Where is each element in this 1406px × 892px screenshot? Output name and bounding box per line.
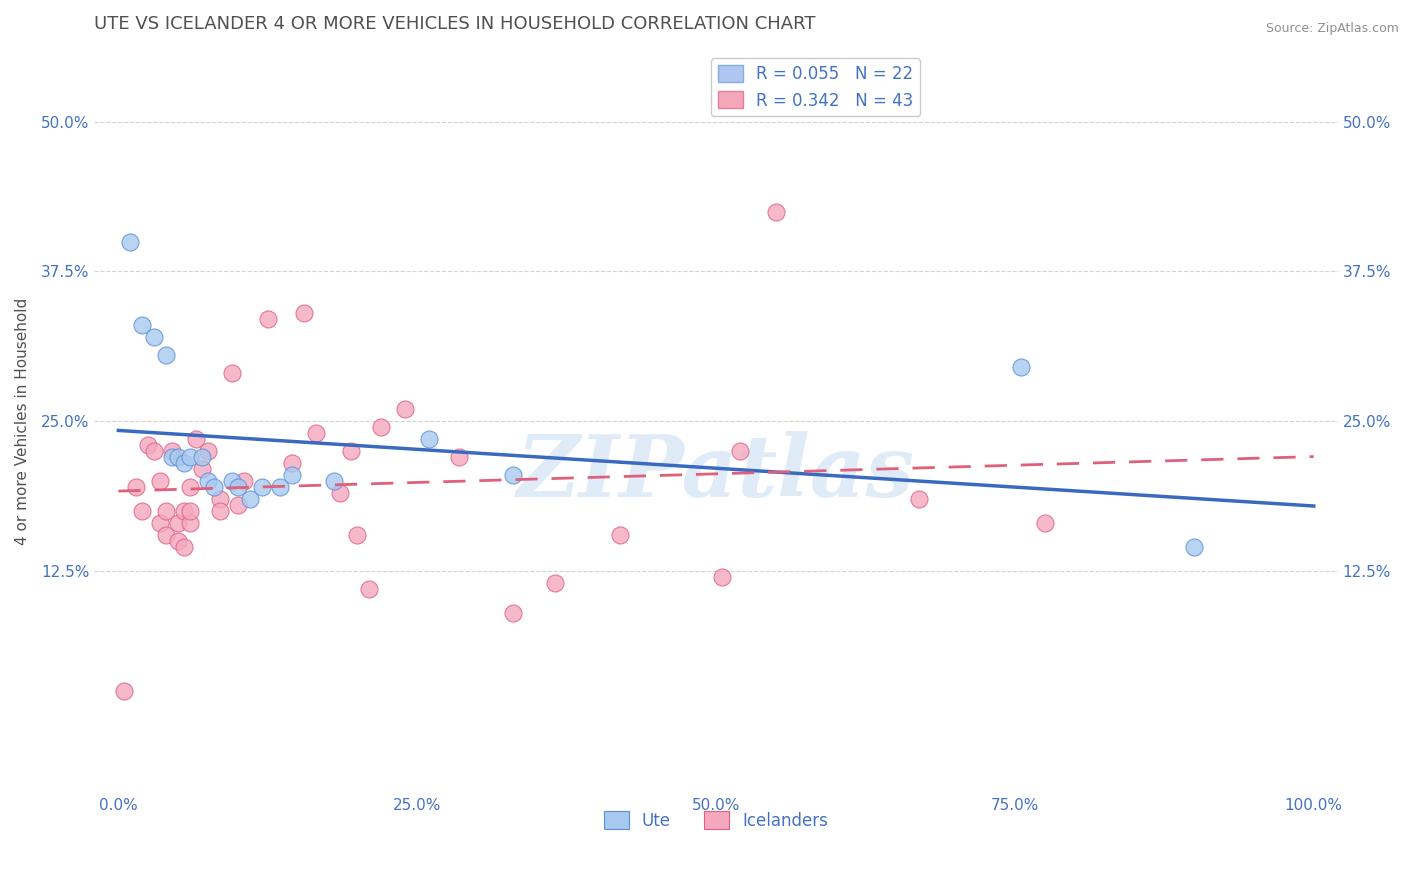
Point bbox=[232, 474, 254, 488]
Point bbox=[609, 528, 631, 542]
Point bbox=[208, 504, 231, 518]
Point bbox=[131, 504, 153, 518]
Y-axis label: 4 or more Vehicles in Household: 4 or more Vehicles in Household bbox=[15, 298, 30, 545]
Point bbox=[1033, 516, 1056, 530]
Point bbox=[765, 204, 787, 219]
Point bbox=[1182, 540, 1205, 554]
Point bbox=[155, 348, 177, 362]
Text: ZIPatlas: ZIPatlas bbox=[517, 432, 915, 515]
Point bbox=[173, 540, 195, 554]
Point bbox=[304, 426, 326, 441]
Point bbox=[167, 516, 190, 530]
Point bbox=[208, 492, 231, 507]
Point bbox=[155, 528, 177, 542]
Text: UTE VS ICELANDER 4 OR MORE VEHICLES IN HOUSEHOLD CORRELATION CHART: UTE VS ICELANDER 4 OR MORE VEHICLES IN H… bbox=[94, 15, 815, 33]
Point bbox=[544, 576, 567, 591]
Point bbox=[112, 683, 135, 698]
Point bbox=[502, 606, 524, 620]
Point bbox=[179, 516, 201, 530]
Point bbox=[179, 504, 201, 518]
Point bbox=[197, 474, 219, 488]
Point bbox=[239, 492, 262, 507]
Point bbox=[191, 462, 214, 476]
Point bbox=[173, 456, 195, 470]
Point bbox=[346, 528, 368, 542]
Point bbox=[711, 570, 734, 584]
Point bbox=[280, 456, 302, 470]
Point bbox=[359, 582, 381, 596]
Point bbox=[149, 474, 172, 488]
Point bbox=[202, 480, 225, 494]
Point bbox=[155, 504, 177, 518]
Point bbox=[908, 492, 931, 507]
Point bbox=[226, 498, 249, 512]
Point bbox=[447, 450, 470, 465]
Point bbox=[221, 474, 243, 488]
Point bbox=[167, 450, 190, 465]
Point bbox=[125, 480, 148, 494]
Point bbox=[226, 480, 249, 494]
Point bbox=[370, 420, 392, 434]
Point bbox=[173, 504, 195, 518]
Point bbox=[136, 438, 159, 452]
Point bbox=[167, 534, 190, 549]
Point bbox=[280, 468, 302, 483]
Point bbox=[179, 480, 201, 494]
Point bbox=[418, 432, 440, 446]
Point bbox=[143, 444, 166, 458]
Point bbox=[191, 450, 214, 465]
Point bbox=[292, 306, 315, 320]
Point bbox=[256, 312, 278, 326]
Text: Source: ZipAtlas.com: Source: ZipAtlas.com bbox=[1265, 22, 1399, 36]
Point bbox=[120, 235, 142, 249]
Point bbox=[160, 444, 183, 458]
Point bbox=[149, 516, 172, 530]
Point bbox=[184, 432, 207, 446]
Point bbox=[394, 402, 416, 417]
Point bbox=[328, 486, 350, 500]
Point bbox=[250, 480, 273, 494]
Point bbox=[143, 330, 166, 344]
Point bbox=[269, 480, 291, 494]
Point bbox=[197, 444, 219, 458]
Point bbox=[179, 450, 201, 465]
Point bbox=[322, 474, 344, 488]
Point bbox=[340, 444, 363, 458]
Point bbox=[131, 318, 153, 333]
Point bbox=[160, 450, 183, 465]
Point bbox=[1010, 360, 1032, 375]
Point bbox=[728, 444, 751, 458]
Point bbox=[502, 468, 524, 483]
Legend: Ute, Icelanders: Ute, Icelanders bbox=[598, 805, 835, 837]
Point bbox=[221, 367, 243, 381]
